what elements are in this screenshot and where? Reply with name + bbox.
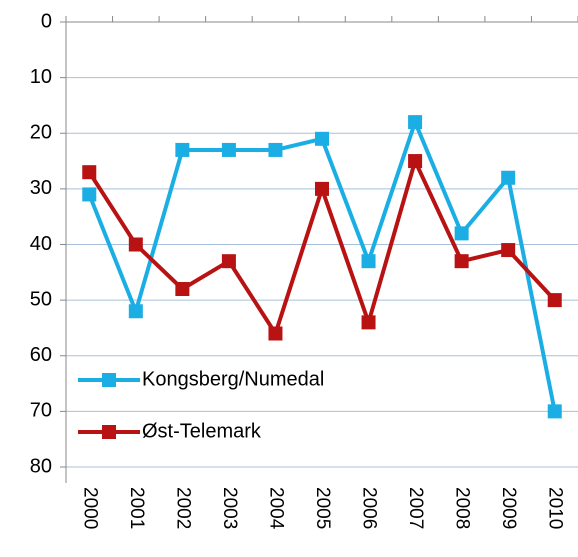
point-marker xyxy=(82,165,97,180)
x-tick-label: 2003 xyxy=(219,487,240,529)
x-tick-label: 2009 xyxy=(498,487,519,529)
point-marker xyxy=(128,304,143,319)
point-marker xyxy=(408,115,423,130)
y-tick-label: 50 xyxy=(30,288,52,310)
y-tick-label: 0 xyxy=(41,10,52,32)
x-tick-label: 2006 xyxy=(359,487,380,529)
point-marker xyxy=(128,237,143,252)
y-tick-label: 20 xyxy=(30,122,52,144)
y-tick-label: 40 xyxy=(30,233,52,255)
legend-marker xyxy=(102,425,116,439)
point-marker xyxy=(315,181,329,196)
point-marker xyxy=(454,254,469,269)
point-marker xyxy=(82,187,97,202)
point-marker xyxy=(175,142,190,157)
x-tick-label: 2005 xyxy=(312,487,333,529)
legend-label: Kongsberg/Numedal xyxy=(142,368,324,390)
x-tick-label: 2002 xyxy=(172,487,193,529)
x-tick-label: 2000 xyxy=(79,487,100,529)
x-tick-label: 2007 xyxy=(405,487,426,529)
y-tick-label: 70 xyxy=(30,400,52,422)
point-marker xyxy=(454,226,469,241)
point-marker xyxy=(547,293,562,308)
point-marker xyxy=(361,315,376,330)
point-marker xyxy=(268,142,283,157)
y-tick-label: 60 xyxy=(30,344,52,366)
y-tick-label: 30 xyxy=(30,177,52,199)
x-tick-label: 2010 xyxy=(545,487,566,529)
point-marker xyxy=(221,142,236,157)
point-marker xyxy=(268,326,283,341)
point-marker xyxy=(221,254,236,269)
point-marker xyxy=(361,254,376,269)
point-marker xyxy=(408,154,423,169)
point-marker xyxy=(501,170,516,185)
legend-marker xyxy=(102,373,116,387)
x-tick-label: 2004 xyxy=(265,487,286,530)
x-tick-label: 2001 xyxy=(126,487,147,529)
point-marker xyxy=(547,404,562,419)
point-marker xyxy=(501,243,516,258)
y-tick-label: 10 xyxy=(30,66,52,88)
point-marker xyxy=(175,282,190,296)
legend-label: Øst-Telemark xyxy=(142,420,262,442)
point-marker xyxy=(315,131,329,146)
x-tick-label: 2008 xyxy=(452,487,473,529)
y-tick-label: 80 xyxy=(30,455,52,477)
